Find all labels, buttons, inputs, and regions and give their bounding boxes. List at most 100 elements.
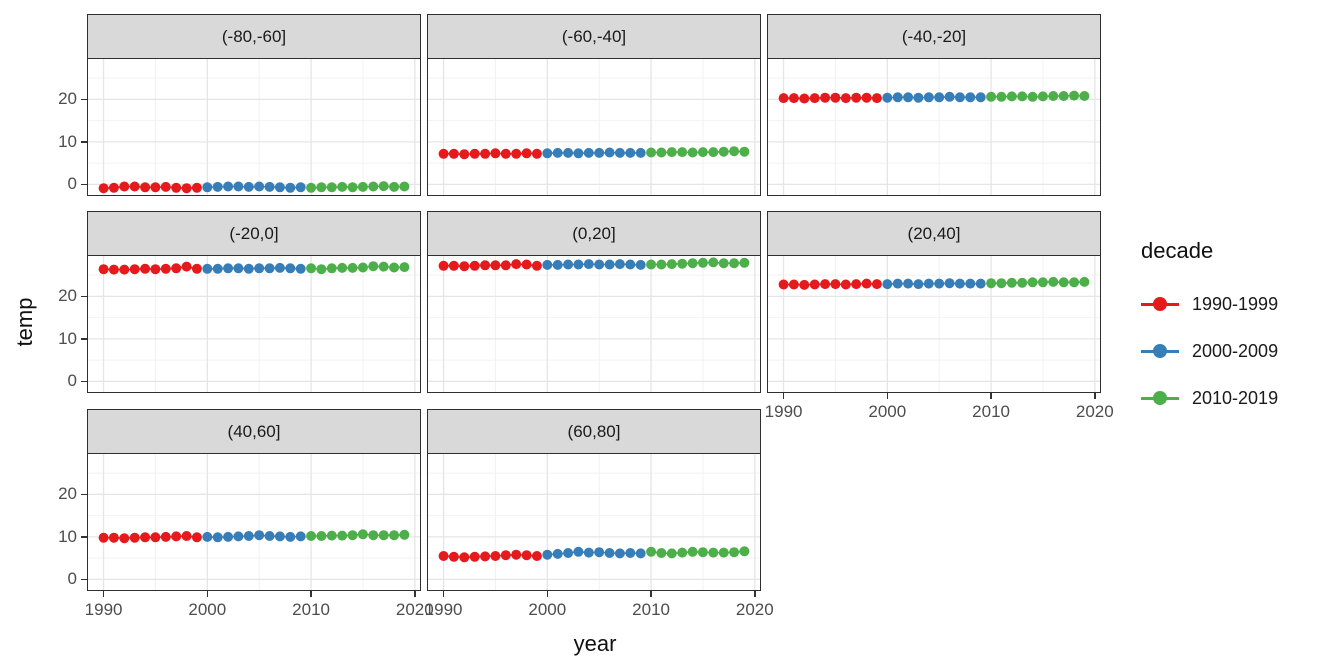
data-point xyxy=(469,551,480,562)
data-point xyxy=(1048,91,1059,101)
data-point xyxy=(389,530,400,541)
data-point xyxy=(150,182,161,193)
facet-label: (0,20] xyxy=(572,223,616,243)
data-point xyxy=(306,531,317,541)
data-point xyxy=(594,259,605,270)
facet-plot-area xyxy=(428,59,760,195)
data-point xyxy=(677,547,688,558)
data-point xyxy=(399,529,410,540)
decade-line xyxy=(783,96,877,100)
data-point xyxy=(490,148,501,159)
data-point xyxy=(729,547,740,558)
data-point xyxy=(542,549,553,560)
data-point xyxy=(656,548,667,558)
data-point xyxy=(1037,277,1048,288)
data-point xyxy=(799,93,810,104)
data-point xyxy=(181,261,192,272)
data-point xyxy=(687,147,698,158)
data-point xyxy=(202,182,213,193)
data-point xyxy=(459,149,470,160)
data-point xyxy=(326,182,337,193)
data-point xyxy=(903,278,914,289)
data-point xyxy=(264,531,275,541)
data-point xyxy=(480,551,491,562)
decade-line xyxy=(207,267,301,270)
data-point xyxy=(347,182,358,193)
data-point xyxy=(438,551,449,561)
data-point xyxy=(295,263,306,274)
data-point xyxy=(666,259,677,270)
decade-line xyxy=(311,185,405,189)
data-point xyxy=(666,147,677,158)
data-point xyxy=(1058,91,1069,101)
data-point xyxy=(448,260,459,271)
data-point xyxy=(583,547,594,558)
data-point xyxy=(1017,277,1028,288)
x-tick-mark xyxy=(442,591,445,597)
legend-entry: 2010-2019 xyxy=(1141,386,1341,410)
data-point xyxy=(739,146,750,157)
data-point xyxy=(243,531,254,541)
data-point xyxy=(274,262,285,273)
data-point xyxy=(965,278,976,289)
y-tick-mark xyxy=(81,141,87,143)
data-point xyxy=(830,92,841,103)
data-point xyxy=(871,279,882,290)
data-point xyxy=(531,260,542,271)
data-point xyxy=(708,147,719,158)
data-point xyxy=(614,147,625,158)
data-point xyxy=(150,532,161,543)
data-point xyxy=(975,92,986,103)
data-point xyxy=(511,148,522,159)
data-point xyxy=(98,264,109,275)
x-tick-label: 2000 xyxy=(528,600,567,619)
decade-line xyxy=(103,535,198,540)
data-point xyxy=(160,263,171,274)
x-tick-label: 2020 xyxy=(1075,402,1114,421)
data-point xyxy=(160,531,171,542)
data-point xyxy=(337,530,348,541)
data-point xyxy=(809,93,820,104)
x-tick-mark xyxy=(990,393,992,399)
data-point xyxy=(552,147,563,158)
decade-line xyxy=(651,150,745,154)
data-point xyxy=(975,278,986,289)
data-point xyxy=(316,531,327,541)
data-point xyxy=(687,258,698,269)
data-point xyxy=(378,181,389,192)
y-tick-label: 20 xyxy=(58,484,77,504)
y-tick-label: 10 xyxy=(58,328,77,348)
data-point xyxy=(1048,276,1059,287)
data-point xyxy=(119,533,130,544)
data-point xyxy=(399,181,410,192)
data-point xyxy=(337,181,348,192)
data-point xyxy=(809,279,820,290)
data-point xyxy=(882,92,893,103)
x-axis-title: year xyxy=(573,631,617,656)
data-point xyxy=(378,530,389,541)
legend-key-dot-icon xyxy=(1153,344,1167,358)
data-point xyxy=(306,182,317,193)
data-point xyxy=(399,262,410,273)
data-point xyxy=(389,262,400,273)
data-point xyxy=(191,182,202,193)
data-point xyxy=(861,278,872,289)
data-point xyxy=(500,550,511,561)
decade-line xyxy=(443,553,537,559)
data-point xyxy=(368,181,379,192)
legend-key-dot-icon xyxy=(1153,391,1167,405)
data-point xyxy=(996,91,1007,102)
data-point xyxy=(233,263,244,274)
data-point xyxy=(316,182,327,193)
x-tick-mark xyxy=(206,591,209,597)
data-point xyxy=(934,92,945,103)
x-tick-mark xyxy=(414,591,416,597)
data-point xyxy=(490,260,501,271)
x-tick-mark xyxy=(782,393,785,399)
data-point xyxy=(1006,277,1017,288)
facet-label: (-60,-40] xyxy=(561,26,627,46)
data-point xyxy=(986,91,997,102)
data-point xyxy=(635,259,646,270)
data-point xyxy=(264,181,275,192)
data-point xyxy=(140,182,151,193)
